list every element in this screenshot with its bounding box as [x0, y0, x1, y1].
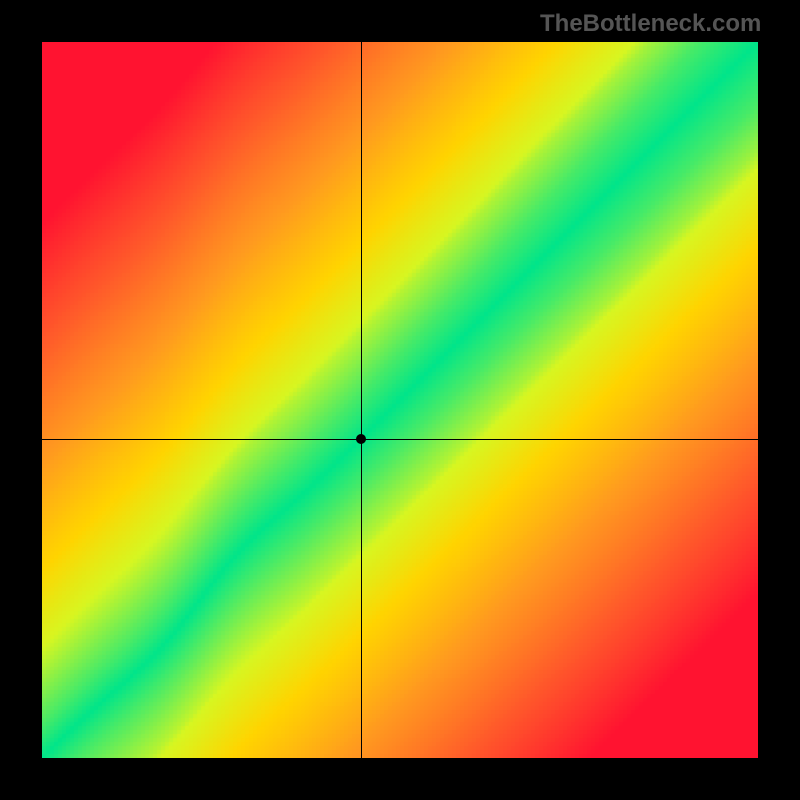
crosshair-vertical	[361, 42, 362, 758]
bottleneck-heatmap	[42, 42, 758, 758]
crosshair-marker	[356, 434, 366, 444]
watermark-text: TheBottleneck.com	[540, 10, 761, 38]
crosshair-horizontal	[42, 439, 758, 440]
